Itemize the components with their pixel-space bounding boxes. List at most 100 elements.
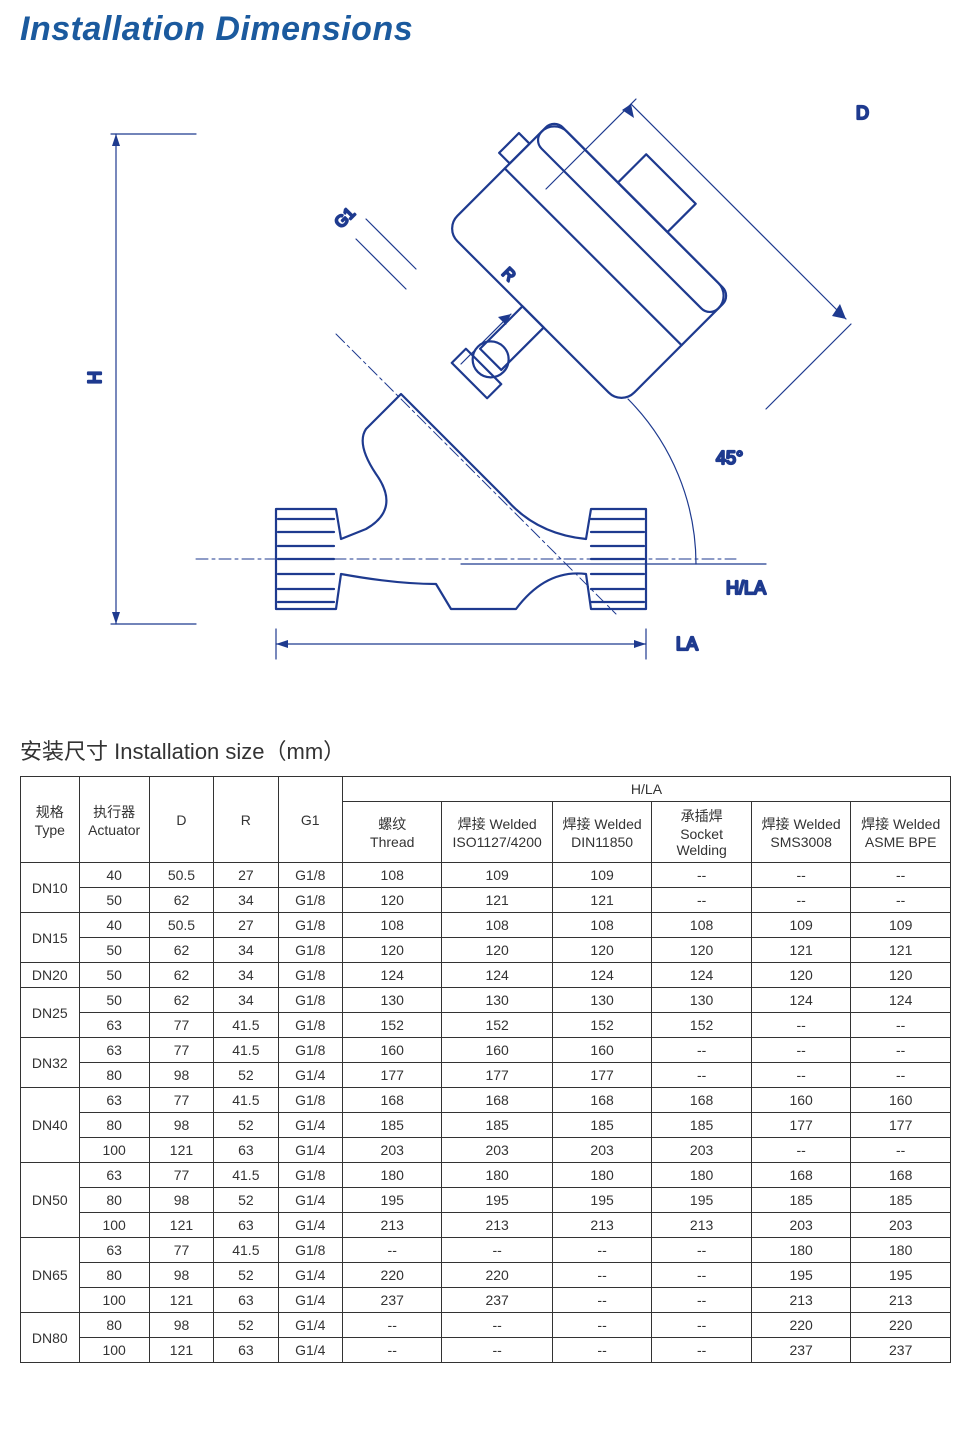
cell-act: 63 [79,1238,149,1263]
hdr-iso: 焊接 Welded ISO1127/4200 [442,802,552,863]
cell-d: 50.5 [149,913,213,938]
cell-sms: 160 [751,1088,851,1113]
cell-type: DN20 [21,963,80,988]
cell-g1: G1/4 [278,1213,342,1238]
cell-iso: 130 [442,988,552,1013]
cell-thread: 213 [342,1213,442,1238]
cell-din: -- [552,1238,652,1263]
cell-asme: -- [851,1038,951,1063]
cell-asme: 185 [851,1188,951,1213]
cell-din: -- [552,1338,652,1363]
cell-thread: 185 [342,1113,442,1138]
cell-din: 152 [552,1013,652,1038]
table-row: DN32637741.5G1/8160160160------ [21,1038,951,1063]
cell-asme: 109 [851,913,951,938]
cell-r: 41.5 [214,1163,278,1188]
cell-sms: 121 [751,938,851,963]
cell-d: 77 [149,1088,213,1113]
cell-asme: 120 [851,963,951,988]
cell-g1: G1/8 [278,963,342,988]
svg-text:H/LA: H/LA [726,578,766,598]
cell-d: 77 [149,1238,213,1263]
cell-socket: 124 [652,963,752,988]
cell-g1: G1/4 [278,1138,342,1163]
hdr-g1: G1 [278,777,342,863]
cell-iso: 203 [442,1138,552,1163]
cell-socket: -- [652,1063,752,1088]
cell-d: 62 [149,888,213,913]
cell-r: 63 [214,1338,278,1363]
cell-type: DN50 [21,1163,80,1238]
cell-socket: 203 [652,1138,752,1163]
hdr-socket: 承插焊 Socket Welding [652,802,752,863]
cell-type: DN25 [21,988,80,1038]
table-row: 809852G1/4195195195195185185 [21,1188,951,1213]
cell-g1: G1/8 [278,1088,342,1113]
cell-d: 121 [149,1338,213,1363]
table-row: DN50637741.5G1/8180180180180168168 [21,1163,951,1188]
cell-g1: G1/8 [278,988,342,1013]
hdr-r: R [214,777,278,863]
cell-r: 34 [214,938,278,963]
table-row: 809852G1/4177177177------ [21,1063,951,1088]
cell-thread: -- [342,1313,442,1338]
cell-asme: 220 [851,1313,951,1338]
cell-socket: -- [652,1313,752,1338]
table-row: DN65637741.5G1/8--------180180 [21,1238,951,1263]
cell-act: 63 [79,1088,149,1113]
cell-sms: -- [751,1138,851,1163]
cell-r: 34 [214,963,278,988]
cell-asme: 168 [851,1163,951,1188]
cell-r: 63 [214,1213,278,1238]
cell-r: 63 [214,1288,278,1313]
table-row: 10012163G1/4213213213213203203 [21,1213,951,1238]
table-row: 637741.5G1/8152152152152---- [21,1013,951,1038]
hdr-thread: 螺纹 Thread [342,802,442,863]
cell-sms: 237 [751,1338,851,1363]
cell-din: 213 [552,1213,652,1238]
cell-asme: 160 [851,1088,951,1113]
cell-iso: 124 [442,963,552,988]
cell-d: 98 [149,1188,213,1213]
cell-socket: -- [652,1038,752,1063]
table-row: DN80809852G1/4--------220220 [21,1313,951,1338]
cell-din: -- [552,1288,652,1313]
cell-act: 50 [79,988,149,1013]
cell-sms: 195 [751,1263,851,1288]
cell-thread: 124 [342,963,442,988]
cell-type: DN32 [21,1038,80,1088]
cell-type: DN10 [21,863,80,913]
cell-socket: -- [652,1238,752,1263]
svg-text:LA: LA [676,634,698,654]
cell-thread: 120 [342,888,442,913]
cell-act: 100 [79,1138,149,1163]
cell-g1: G1/4 [278,1313,342,1338]
table-row: 506234G1/8120120120120121121 [21,938,951,963]
cell-thread: 160 [342,1038,442,1063]
cell-r: 52 [214,1063,278,1088]
cell-socket: 152 [652,1013,752,1038]
cell-iso: 108 [442,913,552,938]
cell-act: 63 [79,1163,149,1188]
table-row: 809852G1/4220220----195195 [21,1263,951,1288]
cell-sms: -- [751,888,851,913]
cell-act: 63 [79,1038,149,1063]
cell-d: 98 [149,1113,213,1138]
svg-text:H: H [85,371,105,384]
cell-r: 52 [214,1113,278,1138]
cell-act: 80 [79,1313,149,1338]
cell-thread: -- [342,1338,442,1363]
cell-thread: 152 [342,1013,442,1038]
cell-d: 77 [149,1013,213,1038]
cell-act: 80 [79,1263,149,1288]
cell-r: 34 [214,888,278,913]
cell-r: 63 [214,1138,278,1163]
cell-asme: 124 [851,988,951,1013]
valve-diagram: H LA D 45° H/LA G1 R [56,64,916,704]
cell-iso: 237 [442,1288,552,1313]
cell-iso: -- [442,1338,552,1363]
cell-g1: G1/4 [278,1338,342,1363]
cell-iso: 121 [442,888,552,913]
table-heading: 安装尺寸 Installation size（mm） [20,734,951,766]
cell-din: 124 [552,963,652,988]
